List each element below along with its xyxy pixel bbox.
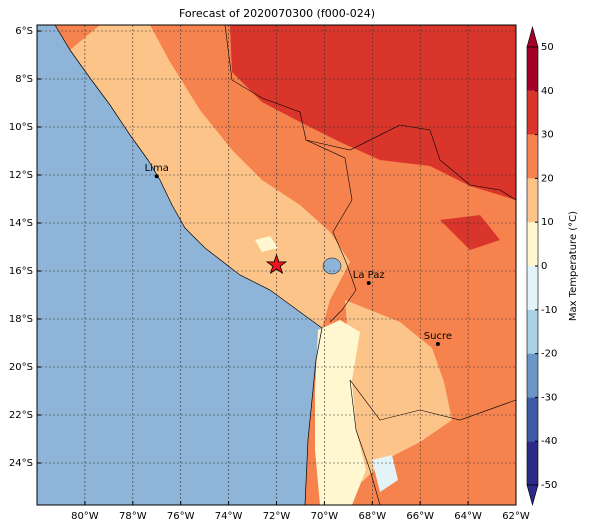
colorbar-tick-label: -20 xyxy=(541,349,557,360)
cool-zone xyxy=(372,455,398,492)
colorbar-tick-label: -50 xyxy=(541,480,557,491)
warm-zone xyxy=(70,25,350,328)
colorbar-tick-label: 30 xyxy=(541,130,554,141)
border xyxy=(224,24,357,323)
city-label: Sucre xyxy=(424,331,452,342)
y-tick-label: 14°S xyxy=(9,218,33,229)
y-tick-label: 16°S xyxy=(9,266,33,277)
mild-zone xyxy=(315,320,366,505)
colorbar-tick-label: 50 xyxy=(541,42,554,53)
overlay: Lima La Paz Sucre xyxy=(37,25,517,505)
y-tick-label: 20°S xyxy=(9,362,33,373)
colorbar-band xyxy=(527,178,538,223)
x-tick-label: 70°W xyxy=(311,511,339,522)
x-tick-label: 66°W xyxy=(406,511,434,522)
colorbar-band xyxy=(527,441,538,485)
colorbar-band xyxy=(527,266,538,310)
colorbar-band xyxy=(527,309,538,354)
border xyxy=(305,124,517,201)
city-label: La Paz xyxy=(353,270,385,281)
colorbar-extend xyxy=(526,484,539,507)
y-tick-label: 8°S xyxy=(15,74,33,85)
y-tick-label: 22°S xyxy=(9,410,33,421)
x-tick-label: 74°W xyxy=(215,511,243,522)
city-label: Lima xyxy=(145,163,169,174)
y-tick-label: 10°S xyxy=(9,122,33,133)
colorbar-tick-label: 10 xyxy=(541,217,554,228)
colorbar-tick-label: -40 xyxy=(541,436,557,447)
hot-zone xyxy=(440,215,500,250)
colorbar-band xyxy=(527,90,538,135)
x-tick-label: 64°W xyxy=(454,511,482,522)
y-tick-label: 12°S xyxy=(9,170,33,181)
mild-zone xyxy=(255,236,278,252)
city-dot xyxy=(154,174,159,179)
star-marker xyxy=(265,253,288,275)
city-dot xyxy=(366,281,371,285)
colorbar-band xyxy=(527,222,538,266)
colorbar-band xyxy=(527,47,538,91)
x-tick-label: 78°W xyxy=(119,511,147,522)
colorbar-tick-label: 20 xyxy=(541,173,554,184)
colorbar-label: Max Temperature (°C) xyxy=(568,211,579,321)
y-tick-label: 6°S xyxy=(15,26,33,37)
hot-zone xyxy=(230,25,516,200)
y-tick-label: 24°S xyxy=(9,458,33,469)
lake xyxy=(322,257,342,275)
colorbar-extend xyxy=(526,25,539,48)
warm-zone xyxy=(345,300,452,482)
colorbar-tick-label: 40 xyxy=(541,86,554,97)
colorbar-tick-label: 0 xyxy=(541,261,547,272)
y-tick-label: 18°S xyxy=(9,314,33,325)
city-dot xyxy=(435,341,440,346)
x-tick-label: 62°W xyxy=(502,511,530,522)
x-tick-label: 68°W xyxy=(358,511,386,522)
x-tick-label: 72°W xyxy=(263,511,291,522)
colorbar-tick-label: -30 xyxy=(541,392,557,403)
colorbar-band xyxy=(527,134,538,179)
border xyxy=(349,379,381,506)
x-tick-label: 80°W xyxy=(71,511,99,522)
colorbar-band xyxy=(527,353,538,398)
x-tick-label: 76°W xyxy=(167,511,195,522)
coastline xyxy=(54,24,323,506)
colorbar-band xyxy=(527,397,538,442)
title: Forecast of 2020070300 (f000-024) xyxy=(179,7,375,20)
colorbar-tick-label: -10 xyxy=(541,305,557,316)
